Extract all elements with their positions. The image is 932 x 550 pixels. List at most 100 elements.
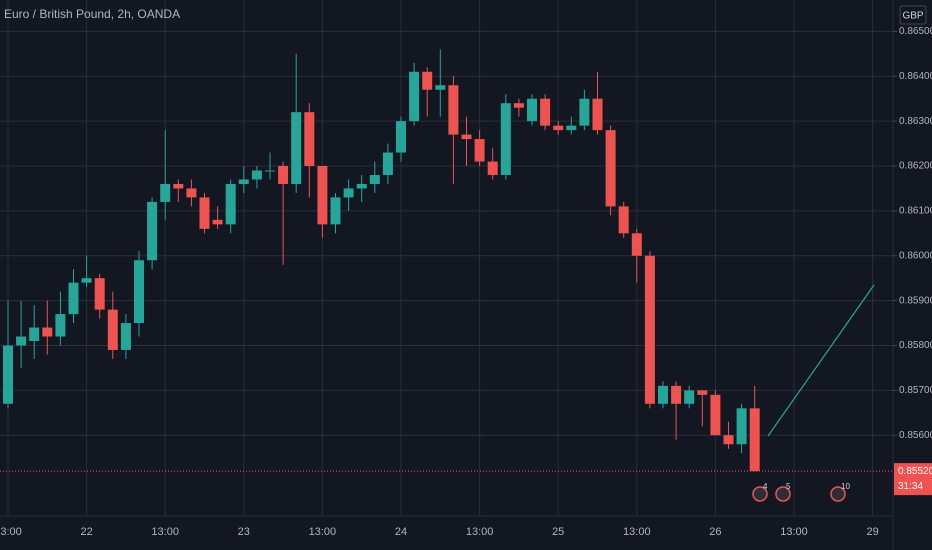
currency-box[interactable]	[899, 5, 927, 25]
x-tick-label: 23	[238, 526, 250, 538]
candle-body	[343, 188, 354, 198]
candle-body	[147, 201, 158, 261]
event-icon	[830, 486, 846, 502]
candle-body	[723, 435, 734, 445]
candle-body	[29, 327, 40, 342]
candle-body	[513, 103, 524, 108]
x-tick-label: 29	[866, 526, 878, 538]
candle-body	[107, 309, 118, 350]
candle-body	[382, 152, 393, 175]
y-tick-label: 0.86000	[899, 250, 932, 261]
candle-body	[238, 179, 249, 184]
candle-body	[710, 394, 721, 436]
x-tick-label: 13:00	[151, 526, 179, 538]
x-tick-label: 26	[709, 526, 721, 538]
candle-body	[618, 206, 629, 234]
event-marker[interactable]: 5	[775, 482, 791, 502]
candle-body	[42, 327, 53, 337]
y-tick-label: 0.85700	[899, 385, 932, 396]
candle-body	[369, 174, 380, 184]
candle-body	[134, 260, 144, 324]
candle-body	[265, 170, 275, 172]
candle-body	[461, 134, 472, 140]
x-tick-label: 13:00	[780, 526, 808, 538]
candle-body	[684, 390, 695, 404]
candle-body	[435, 85, 446, 90]
event-icon	[752, 486, 768, 502]
candle-body	[120, 323, 131, 350]
last-price-label: 0.85520	[898, 466, 932, 477]
plot	[0, 49, 893, 472]
candle-body	[356, 183, 367, 189]
candle-body	[553, 125, 564, 131]
candle-body	[658, 385, 668, 404]
axes: 0.85600 0.85700 0.85800 0.85900 0.86000 0.861…	[0, 26, 932, 538]
candle-body	[631, 233, 642, 256]
candle-body	[291, 112, 302, 184]
y-tick-label: 0.86400	[899, 71, 932, 82]
candle-body	[474, 139, 485, 162]
y-tick-label: 0.86300	[899, 116, 932, 127]
y-tick-label: 0.86200	[899, 161, 932, 172]
candle-body	[68, 282, 79, 315]
candle-body	[304, 112, 315, 167]
event-count: 5	[786, 482, 791, 491]
candle-body	[160, 183, 171, 202]
candle-body	[212, 219, 223, 225]
candle-body	[409, 71, 420, 122]
y-tick-label: 0.86500	[899, 26, 932, 37]
candle-body	[605, 130, 616, 207]
x-tick-label: 13:00	[466, 526, 494, 538]
candle-body	[81, 278, 92, 283]
candle-body	[225, 183, 236, 225]
candle-body	[16, 336, 27, 346]
candle-body	[186, 188, 197, 198]
x-tick-label: 22	[80, 526, 92, 538]
candle-body	[396, 121, 406, 153]
last-price-box	[894, 463, 932, 496]
y-tick-label: 0.86100	[899, 206, 932, 217]
event-marker[interactable]: 4	[752, 482, 768, 502]
y-tick-label: 0.85900	[899, 295, 932, 306]
candle-body	[199, 197, 210, 229]
candle-body	[697, 390, 708, 395]
y-tick-label: 0.85800	[899, 340, 932, 351]
candle-body	[317, 166, 328, 225]
candle-body	[422, 71, 433, 90]
candle-body	[3, 345, 13, 404]
x-tick-label: 13:00	[0, 526, 22, 538]
candle-body	[644, 255, 655, 404]
candle-body	[566, 125, 577, 131]
event-marker[interactable]: 10	[830, 482, 850, 502]
candle-body	[671, 385, 682, 404]
y-tick-label: 0.85600	[899, 430, 932, 441]
event-icon	[775, 486, 791, 502]
x-tick-label: 25	[552, 526, 564, 538]
x-tick-label: 13:00	[309, 526, 337, 538]
candle-body	[736, 408, 747, 445]
candle-body	[55, 314, 66, 337]
x-tick-label: 24	[395, 526, 407, 538]
event-count: 10	[841, 482, 850, 491]
candle-body	[592, 98, 603, 131]
event-count: 4	[763, 482, 768, 491]
chart-title: Euro / British Pound, 2h, OANDA	[4, 7, 180, 21]
currency-label: GBP	[902, 11, 923, 22]
candle-body	[251, 170, 262, 180]
x-tick-label: 13:00	[623, 526, 651, 538]
candle-body	[278, 166, 289, 184]
candle-body	[487, 161, 498, 175]
candle-body	[749, 408, 760, 472]
candle-body	[173, 183, 184, 189]
candle-body	[330, 197, 341, 225]
candle-body	[448, 85, 459, 135]
candle-body	[540, 98, 551, 126]
candle-body	[579, 98, 590, 126]
candle-body	[527, 98, 537, 122]
countdown: 31:34	[898, 481, 923, 492]
candle-body	[500, 103, 511, 175]
candle-body	[94, 278, 105, 310]
trend-line[interactable]	[767, 284, 875, 437]
